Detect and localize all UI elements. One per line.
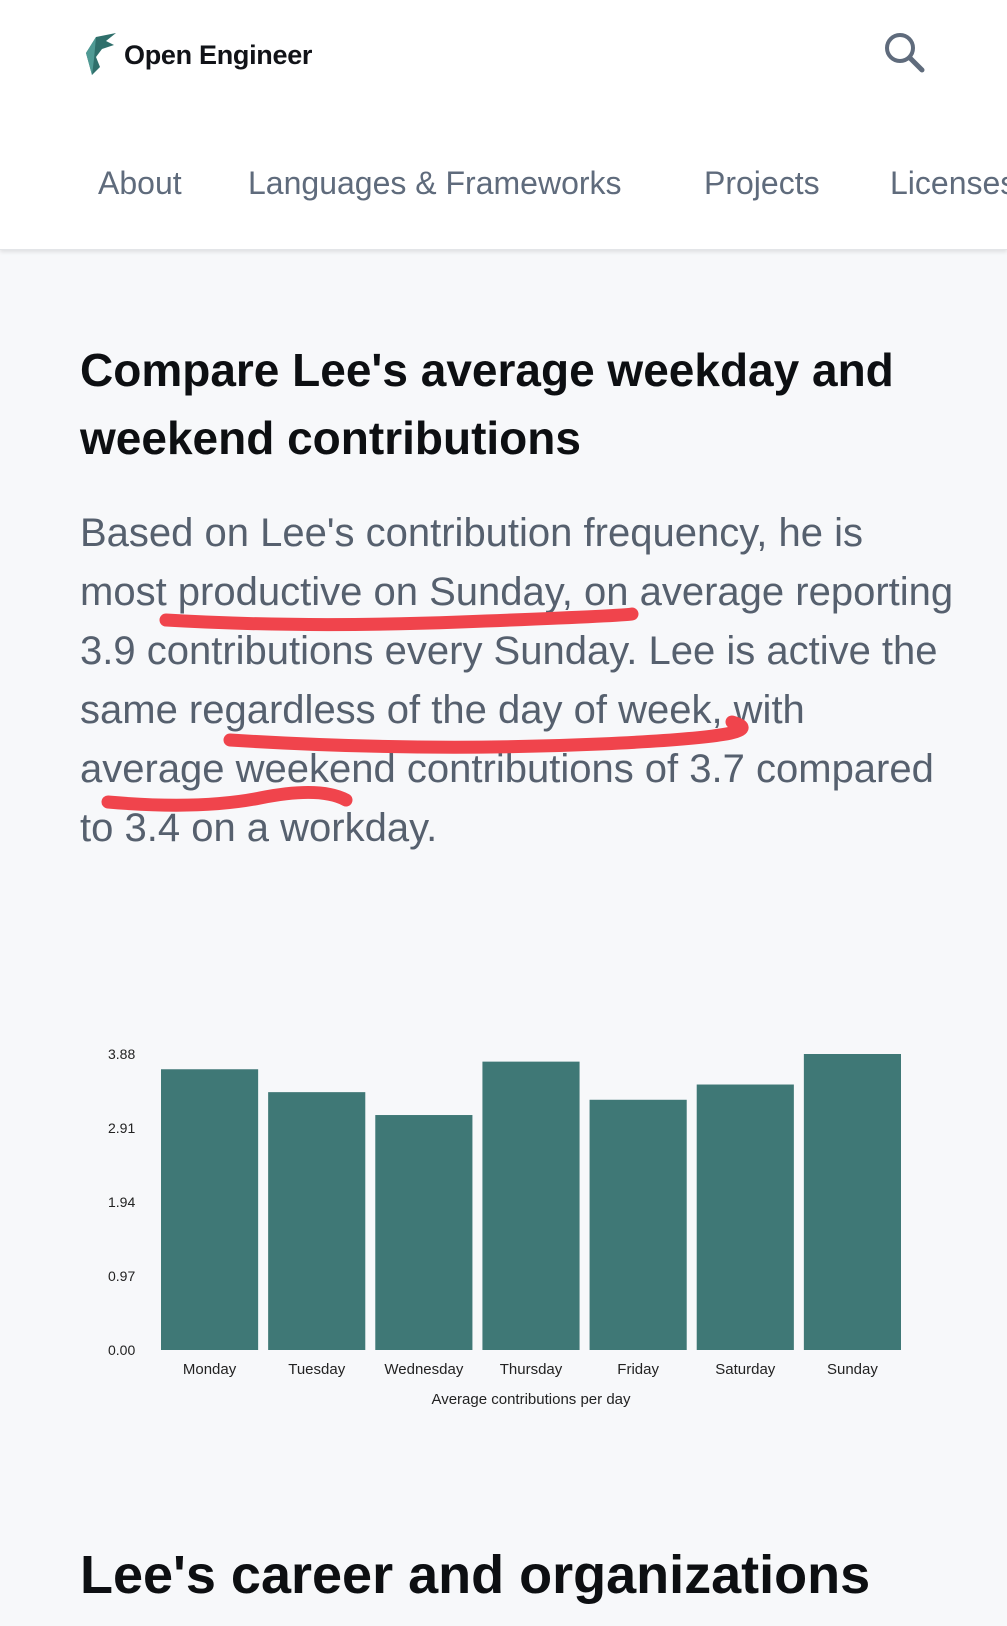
logo[interactable]: Open Engineer bbox=[82, 30, 312, 80]
x-tick-label: Tuesday bbox=[288, 1361, 345, 1378]
section-title: Compare Lee's average weekday and weeken… bbox=[80, 344, 894, 464]
x-tick-label: Wednesday bbox=[384, 1361, 463, 1378]
search-button[interactable] bbox=[880, 28, 930, 78]
bar-wednesday bbox=[375, 1115, 473, 1350]
main-nav: About Languages & Frameworks Projects Li… bbox=[0, 165, 1007, 215]
y-tick-label: 2.91 bbox=[108, 1120, 135, 1136]
nav-about[interactable]: About bbox=[98, 165, 182, 201]
career-section-title: Lee's career and organizations bbox=[80, 1545, 871, 1605]
search-icon bbox=[885, 33, 925, 73]
x-axis-label: Average contributions per day bbox=[431, 1391, 631, 1408]
y-tick-label: 0.00 bbox=[108, 1342, 135, 1358]
contribution-summary: Based on Lee's contribution frequency, h… bbox=[80, 511, 954, 850]
y-tick-label: 3.88 bbox=[108, 1046, 135, 1062]
bar-thursday bbox=[482, 1061, 580, 1350]
bar-friday bbox=[589, 1099, 687, 1350]
nav-languages-frameworks[interactable]: Languages & Frameworks bbox=[248, 165, 622, 201]
x-tick-label: Sunday bbox=[827, 1361, 878, 1378]
bar-sunday bbox=[803, 1054, 901, 1350]
bar-monday bbox=[161, 1069, 259, 1350]
x-tick-label: Thursday bbox=[500, 1361, 563, 1378]
chart-svg: 3.88 2.91 1.94 0.97 0.00 Monday Tuesday Wednesd… bbox=[108, 1046, 901, 1408]
nav-projects[interactable]: Projects bbox=[704, 165, 820, 201]
contributions-bar-chart: 3.88 2.91 1.94 0.97 0.00 Monday Tuesday Wednesd… bbox=[90, 1030, 920, 1420]
bar-tuesday bbox=[268, 1092, 366, 1350]
nav-licenses[interactable]: Licenses bbox=[890, 165, 1007, 201]
x-tick-label: Saturday bbox=[715, 1361, 776, 1378]
x-tick-label: Friday bbox=[617, 1361, 659, 1378]
site-header: Open Engineer About Languages & Framewor… bbox=[0, 0, 1007, 250]
bar-saturday bbox=[696, 1084, 794, 1350]
y-tick-label: 1.94 bbox=[108, 1194, 135, 1210]
x-tick-label: Monday bbox=[183, 1361, 237, 1378]
y-tick-label: 0.97 bbox=[108, 1268, 135, 1284]
open-engineer-logo-icon bbox=[86, 33, 116, 75]
brand-name: Open Engineer bbox=[124, 39, 313, 70]
